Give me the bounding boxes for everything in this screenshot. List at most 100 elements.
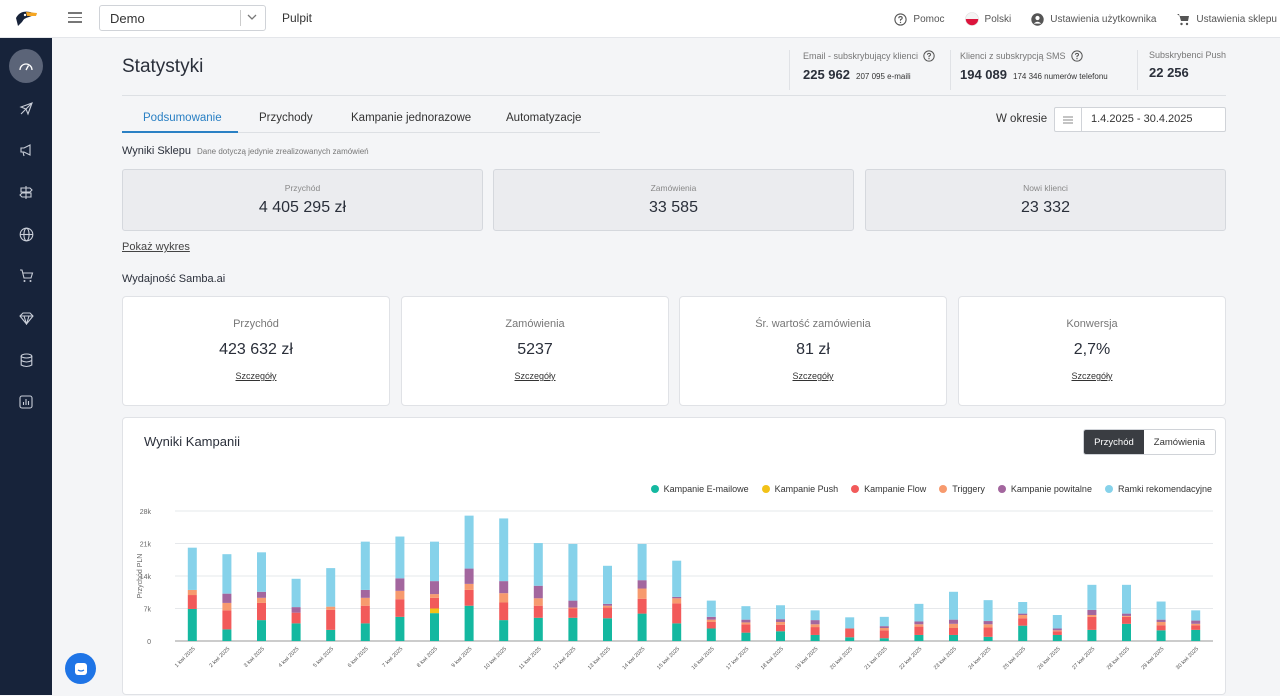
cart-icon xyxy=(19,269,33,282)
shop-revenue-card: Przychód 4 405 295 zł xyxy=(122,169,483,231)
bar-segment xyxy=(568,617,578,641)
sidebar-item-reports[interactable] xyxy=(9,385,43,419)
language-link[interactable]: Polski xyxy=(964,12,1012,26)
campaign-revenue-chart: 0 7k 14k 21k 28k Przychód PLN 1 kwi 2025 2 kwi … xyxy=(137,509,1213,671)
legend-item[interactable]: Kampanie powitalne xyxy=(997,484,1092,494)
pulpit-link[interactable]: Pulpit xyxy=(282,11,313,25)
sidebar-item-data[interactable] xyxy=(9,343,43,377)
x-tick-label: 19 kwi 2025 xyxy=(795,646,820,671)
help-link[interactable]: Pomoc xyxy=(894,12,945,26)
bar-segment xyxy=(360,589,370,598)
sidebar-item-campaigns[interactable] xyxy=(9,91,43,125)
bar-segment xyxy=(706,616,716,620)
bar-segment xyxy=(637,598,647,614)
chat-button[interactable] xyxy=(65,653,96,684)
bar-segment xyxy=(1052,628,1062,631)
details-link[interactable]: Szczegóły xyxy=(514,371,556,381)
bar-segment xyxy=(879,626,889,628)
tab-automations[interactable]: Automatyzacje xyxy=(506,112,582,124)
language-label: Polski xyxy=(984,13,1012,25)
push-subscribers-label: Subskrybenci Push xyxy=(1149,50,1227,60)
bar-segment xyxy=(1052,631,1062,635)
bar-segment xyxy=(1156,619,1166,622)
bar-segment xyxy=(776,621,785,625)
legend-item[interactable]: Kampanie Flow xyxy=(851,484,926,494)
x-tick-label: 1 kwi 2025 xyxy=(174,646,197,669)
bar-segment xyxy=(672,623,682,641)
x-tick-label: 24 kwi 2025 xyxy=(968,646,993,671)
bar-segment xyxy=(533,543,543,586)
details-link[interactable]: Szczegóły xyxy=(1071,371,1113,381)
help-icon[interactable] xyxy=(1070,50,1083,62)
bar-segment xyxy=(1087,629,1097,641)
legend-label: Kampanie powitalne xyxy=(1010,484,1092,494)
bar-segment xyxy=(706,619,716,622)
legend-dot xyxy=(761,485,770,493)
email-subscribers-sub: 207 095 e-maili xyxy=(856,72,911,81)
push-subscribers-value: 22 256 xyxy=(1149,65,1189,80)
user-settings-label: Ustawienia użytkownika xyxy=(1050,13,1157,25)
bar-segment xyxy=(672,560,682,597)
legend-item[interactable]: Triggery xyxy=(939,484,985,494)
tab-one-time-campaigns[interactable]: Kampanie jednorazowe xyxy=(351,112,472,124)
sidebar-item-web[interactable] xyxy=(9,217,43,251)
sidebar-item-loyalty[interactable] xyxy=(9,301,43,335)
menu-icon[interactable] xyxy=(68,12,82,24)
x-tick-label: 4 kwi 2025 xyxy=(278,646,301,669)
card-value: 23 332 xyxy=(1021,199,1070,216)
card-label: Nowi klienci xyxy=(1023,183,1068,193)
legend-item[interactable]: Kampanie E-mailowe xyxy=(650,484,749,494)
sidebar-item-shop[interactable] xyxy=(9,259,43,293)
tab-revenue[interactable]: Przychody xyxy=(259,112,313,124)
email-subscribers-label: Email - subskrybujący klienci xyxy=(803,51,919,61)
legend-dot xyxy=(939,485,948,493)
help-icon[interactable] xyxy=(923,50,935,62)
bar-segment xyxy=(603,618,612,641)
bar-segment xyxy=(568,607,578,609)
shop-settings-link[interactable]: Ustawienia sklepu xyxy=(1176,13,1277,26)
bar-segment xyxy=(464,583,474,590)
diamond-icon xyxy=(18,311,34,325)
bar-segment xyxy=(464,589,474,606)
bar-segment xyxy=(430,581,439,595)
bar-segment xyxy=(568,543,578,601)
toggle-revenue[interactable]: Przychód xyxy=(1084,430,1144,454)
x-tick-label: 5 kwi 2025 xyxy=(312,646,335,669)
bar-segment xyxy=(845,617,855,629)
bar-segment xyxy=(360,605,370,624)
bar-segment xyxy=(706,600,716,617)
bar-segment xyxy=(430,608,439,614)
samba-heading: Wydajność Samba.ai xyxy=(122,273,226,285)
bar-segment xyxy=(1087,616,1097,630)
bar-segment xyxy=(914,621,924,625)
shop-select[interactable]: Demo xyxy=(99,5,266,31)
toggle-orders[interactable]: Zamówienia xyxy=(1143,430,1215,454)
legend-item[interactable]: Kampanie Push xyxy=(761,484,838,494)
sidebar-item-automation[interactable] xyxy=(9,175,43,209)
samba-conversion-card: Konwersja 2,7% Szczegóły xyxy=(958,296,1226,406)
legend-item[interactable]: Ramki rekomendacyjne xyxy=(1104,484,1212,494)
sidebar-item-marketing[interactable] xyxy=(9,133,43,167)
user-settings-link[interactable]: Ustawienia użytkownika xyxy=(1031,12,1157,26)
details-link[interactable]: Szczegóły xyxy=(235,371,277,381)
shop-settings-label: Ustawienia sklepu xyxy=(1196,13,1277,25)
bar-segment xyxy=(706,621,716,629)
date-range-picker[interactable]: 1.4.2025 - 30.4.2025 xyxy=(1054,107,1226,132)
card-value: 4 405 295 zł xyxy=(258,199,347,216)
bar-segment xyxy=(257,602,266,621)
bar-segment xyxy=(395,616,405,641)
card-label: Zamówienia xyxy=(505,318,565,330)
details-link[interactable]: Szczegóły xyxy=(792,371,834,381)
samba-avg-order-card: Śr. wartość zamówienia 81 zł Szczegóły xyxy=(679,296,947,406)
bar-segment xyxy=(1018,602,1028,614)
bar-segment xyxy=(914,634,924,641)
database-icon xyxy=(20,352,32,367)
x-tick-label: 26 kwi 2025 xyxy=(1037,646,1062,671)
sidebar-item-dashboard[interactable] xyxy=(9,49,43,83)
bar-segment xyxy=(257,620,266,641)
show-chart-link[interactable]: Pokaż wykres xyxy=(122,241,190,253)
bar-segment xyxy=(257,597,266,603)
toucan-logo-icon[interactable] xyxy=(14,8,38,28)
tab-summary[interactable]: Podsumowanie xyxy=(143,112,222,124)
bar-segment xyxy=(879,616,889,627)
